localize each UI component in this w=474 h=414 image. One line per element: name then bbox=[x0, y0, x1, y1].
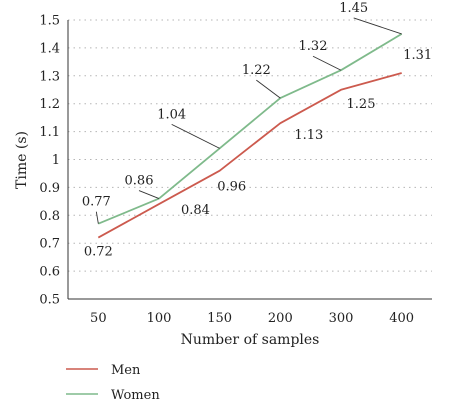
data-label-women: 1.22 bbox=[242, 63, 271, 78]
y-axis-title: Time (s) bbox=[14, 131, 30, 189]
series-line-women bbox=[97, 33, 403, 225]
data-label-women: 1.04 bbox=[157, 107, 186, 122]
y-tick-label: 0.7 bbox=[39, 237, 60, 252]
y-tick-label: 0.8 bbox=[39, 209, 60, 224]
x-tick-label: 150 bbox=[207, 311, 232, 326]
leader-line bbox=[312, 55, 342, 71]
y-tick-label: 1.1 bbox=[39, 125, 60, 140]
data-label-men: 0.84 bbox=[181, 203, 210, 218]
x-axis-title: Number of samples bbox=[181, 332, 320, 348]
legend-label-women: Women bbox=[111, 388, 160, 403]
y-tick-label: 1.3 bbox=[39, 69, 60, 84]
y-tick-label: 0.9 bbox=[39, 181, 60, 196]
gridlines bbox=[68, 19, 432, 272]
series-line-men bbox=[97, 72, 402, 239]
leader-line bbox=[353, 17, 402, 35]
y-tick-label: 1 bbox=[52, 153, 60, 168]
y-tick-label: 1.5 bbox=[39, 14, 60, 29]
y-tick-labels: 0.5 0.6 0.7 0.8 0.9 1 1.1 1.2 1.3 1.4 1.5 bbox=[39, 14, 60, 308]
x-tick-labels: 50 100 150 200 300 400 bbox=[90, 311, 414, 326]
data-label-women: 1.32 bbox=[299, 39, 328, 54]
leader-line bbox=[171, 123, 220, 149]
series-lines bbox=[97, 33, 403, 239]
x-tick-label: 200 bbox=[268, 311, 293, 326]
x-tick-label: 400 bbox=[389, 311, 414, 326]
y-tick-label: 0.5 bbox=[39, 293, 60, 308]
data-label-women: 1.45 bbox=[339, 1, 368, 16]
y-tick-label: 0.6 bbox=[39, 265, 60, 280]
data-label-men: 1.31 bbox=[403, 48, 432, 63]
data-label-women: 0.86 bbox=[125, 174, 154, 189]
legend: Men Women bbox=[66, 363, 160, 403]
label-leader-lines bbox=[95, 17, 402, 224]
leader-line bbox=[138, 190, 160, 199]
data-label-women: 0.77 bbox=[82, 195, 111, 210]
data-label-men: 1.25 bbox=[347, 97, 376, 112]
data-label-men: 0.96 bbox=[217, 180, 246, 195]
leader-line bbox=[256, 79, 281, 99]
legend-label-men: Men bbox=[111, 363, 141, 378]
x-tick-label: 300 bbox=[329, 311, 354, 326]
x-tick-label: 50 bbox=[90, 311, 107, 326]
data-labels: 0.72 0.84 0.96 1.13 1.25 1.31 0.77 0.86 1.04 1.22… bbox=[82, 1, 432, 260]
x-tick-label: 100 bbox=[147, 311, 172, 326]
y-tick-label: 1.2 bbox=[39, 97, 60, 112]
data-label-men: 1.13 bbox=[294, 128, 323, 143]
leader-line bbox=[95, 211, 99, 224]
y-tick-label: 1.4 bbox=[39, 41, 60, 56]
data-label-men: 0.72 bbox=[84, 245, 113, 260]
